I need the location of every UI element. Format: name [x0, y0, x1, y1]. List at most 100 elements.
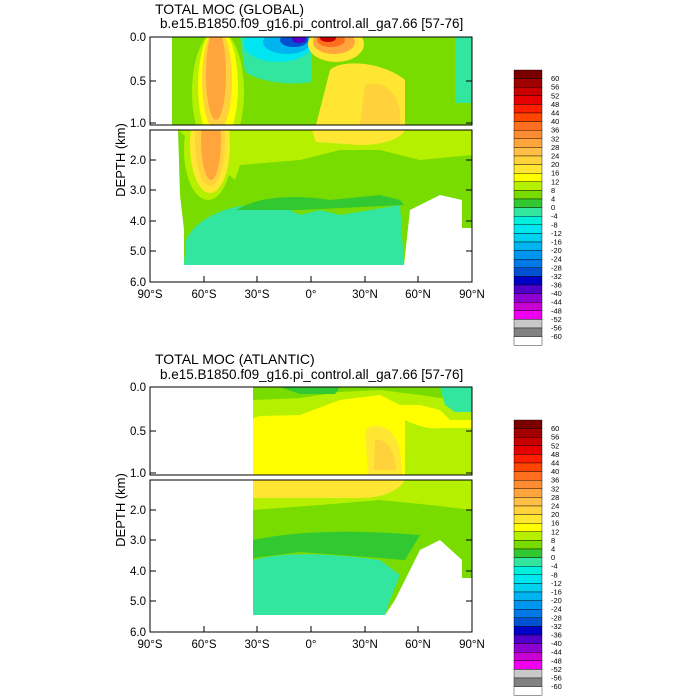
colorbar-swatch — [513, 548, 543, 558]
x-tick-label: 0° — [306, 639, 317, 651]
colorbar-swatch — [513, 310, 543, 320]
colorbar-label: 56 — [551, 83, 559, 92]
colorbar-label: 48 — [551, 100, 559, 109]
colorbar-label: 24 — [551, 502, 559, 511]
colorbar-label: -20 — [551, 246, 562, 255]
x-tick-label: 30°S — [244, 289, 269, 301]
colorbar: 60565248444036322824201612840-4-8-12-16-… — [513, 69, 562, 346]
colorbar-swatch — [513, 454, 543, 464]
y-tick-label: 2.0 — [130, 155, 146, 167]
chart-title: TOTAL MOC (GLOBAL) — [155, 1, 304, 17]
region-fill — [320, 37, 336, 42]
colorbar-swatch — [513, 497, 543, 507]
colorbar-swatch — [513, 677, 543, 687]
x-tick-label: 60°N — [405, 639, 431, 651]
colorbar-swatch — [513, 540, 543, 550]
colorbar-label: -56 — [551, 324, 562, 333]
colorbar-label: 20 — [551, 160, 559, 169]
region-fill — [455, 37, 472, 103]
y-tick-label: 6.0 — [130, 277, 146, 289]
plot-area: 0.0 0.5 1.0 2.0 3.0 4.0 5.0 6.0 DEPTH (k… — [113, 382, 485, 651]
colorbar-label: -60 — [551, 332, 562, 341]
colorbar-label: -28 — [551, 263, 562, 272]
colorbar-label: 4 — [551, 545, 555, 554]
colorbar-label: -12 — [551, 229, 562, 238]
x-ticks: 90°S 60°S 30°S 0° 30°N 60°N 90°N — [137, 626, 485, 651]
lower-contour-fill — [178, 130, 472, 265]
colorbar-swatch — [513, 462, 543, 472]
x-tick-label: 30°N — [352, 639, 378, 651]
colorbar-swatch — [513, 86, 543, 96]
colorbar-label: -24 — [551, 605, 562, 614]
panel-atlantic: TOTAL MOC (ATLANTIC) b.e15.B1850.f09_g16… — [113, 351, 562, 696]
colorbar-swatch — [513, 531, 543, 541]
colorbar-swatch — [513, 591, 543, 601]
y-tick-label: 3.0 — [130, 185, 146, 197]
colorbar-swatch — [513, 336, 543, 346]
colorbar-swatch — [513, 284, 543, 294]
y-tick-label: 4.0 — [130, 216, 146, 228]
y-ticks-lower: 2.0 3.0 4.0 5.0 6.0 — [130, 505, 472, 639]
region-fill — [253, 480, 405, 498]
colorbar-label: -60 — [551, 682, 562, 691]
colorbar-swatch — [513, 181, 543, 191]
colorbar-label: 28 — [551, 143, 559, 152]
y-ticks-lower: 2.0 3.0 4.0 5.0 6.0 — [130, 155, 472, 289]
colorbar-swatch — [513, 259, 543, 269]
colorbar-swatch — [513, 319, 543, 329]
y-tick-label: 0.5 — [130, 426, 146, 438]
colorbar-swatch — [513, 428, 543, 438]
colorbar-label: -8 — [551, 570, 558, 579]
colorbar-swatch — [513, 129, 543, 139]
region-fill — [312, 130, 405, 145]
colorbar-label: 40 — [551, 117, 559, 126]
y-tick-label: 5.0 — [130, 246, 146, 258]
region-fill — [253, 531, 420, 560]
colorbar-label: -16 — [551, 238, 562, 247]
y-tick-label: 1.0 — [130, 118, 146, 130]
colorbar-label: -20 — [551, 596, 562, 605]
y-axis-label: DEPTH (km) — [113, 473, 128, 547]
colorbar-label: -8 — [551, 220, 558, 229]
colorbar-swatch — [513, 95, 543, 105]
colorbar-label: 8 — [551, 186, 555, 195]
x-ticks: 90°S 60°S 30°S 0° 30°N 60°N 90°N — [137, 276, 485, 301]
colorbar-label: 12 — [551, 177, 559, 186]
y-tick-label: 3.0 — [130, 535, 146, 547]
colorbar-swatch — [513, 609, 543, 619]
colorbar-label: 16 — [551, 169, 559, 178]
colorbar-swatch — [513, 207, 543, 217]
colorbar-label: 60 — [551, 74, 559, 83]
colorbar-label: -40 — [551, 639, 562, 648]
colorbar-swatch — [513, 480, 543, 490]
colorbar-swatch — [513, 617, 543, 627]
colorbar-swatch — [513, 233, 543, 243]
colorbar-swatch — [513, 293, 543, 303]
colorbar-swatch — [513, 566, 543, 576]
colorbar-label: 60 — [551, 424, 559, 433]
x-tick-label: 60°S — [191, 289, 216, 301]
colorbar-label: -32 — [551, 622, 562, 631]
colorbar-label: 44 — [551, 459, 559, 468]
colorbar-swatch — [513, 104, 543, 114]
colorbar-swatch — [513, 523, 543, 533]
colorbar-swatch — [513, 302, 543, 312]
x-tick-label: 90°S — [137, 639, 162, 651]
colorbar-label: 36 — [551, 476, 559, 485]
plot-area: 0.0 0.5 1.0 2.0 3.0 4.0 5.0 6.0 DEPTH (k… — [113, 32, 485, 301]
colorbar-swatch — [513, 505, 543, 515]
colorbar-label: 40 — [551, 467, 559, 476]
y-tick-label: 0.0 — [130, 32, 146, 44]
region-fill — [253, 554, 400, 615]
region-fill — [440, 387, 472, 412]
colorbar-swatch — [513, 652, 543, 662]
colorbar-swatch — [513, 471, 543, 481]
colorbar-label: -12 — [551, 579, 562, 588]
colorbar-swatch — [513, 112, 543, 122]
colorbar-label: 56 — [551, 433, 559, 442]
colorbar-swatch — [513, 514, 543, 524]
colorbar-label: 44 — [551, 109, 559, 118]
colorbar-swatch — [513, 643, 543, 653]
colorbar-label: 52 — [551, 441, 559, 450]
